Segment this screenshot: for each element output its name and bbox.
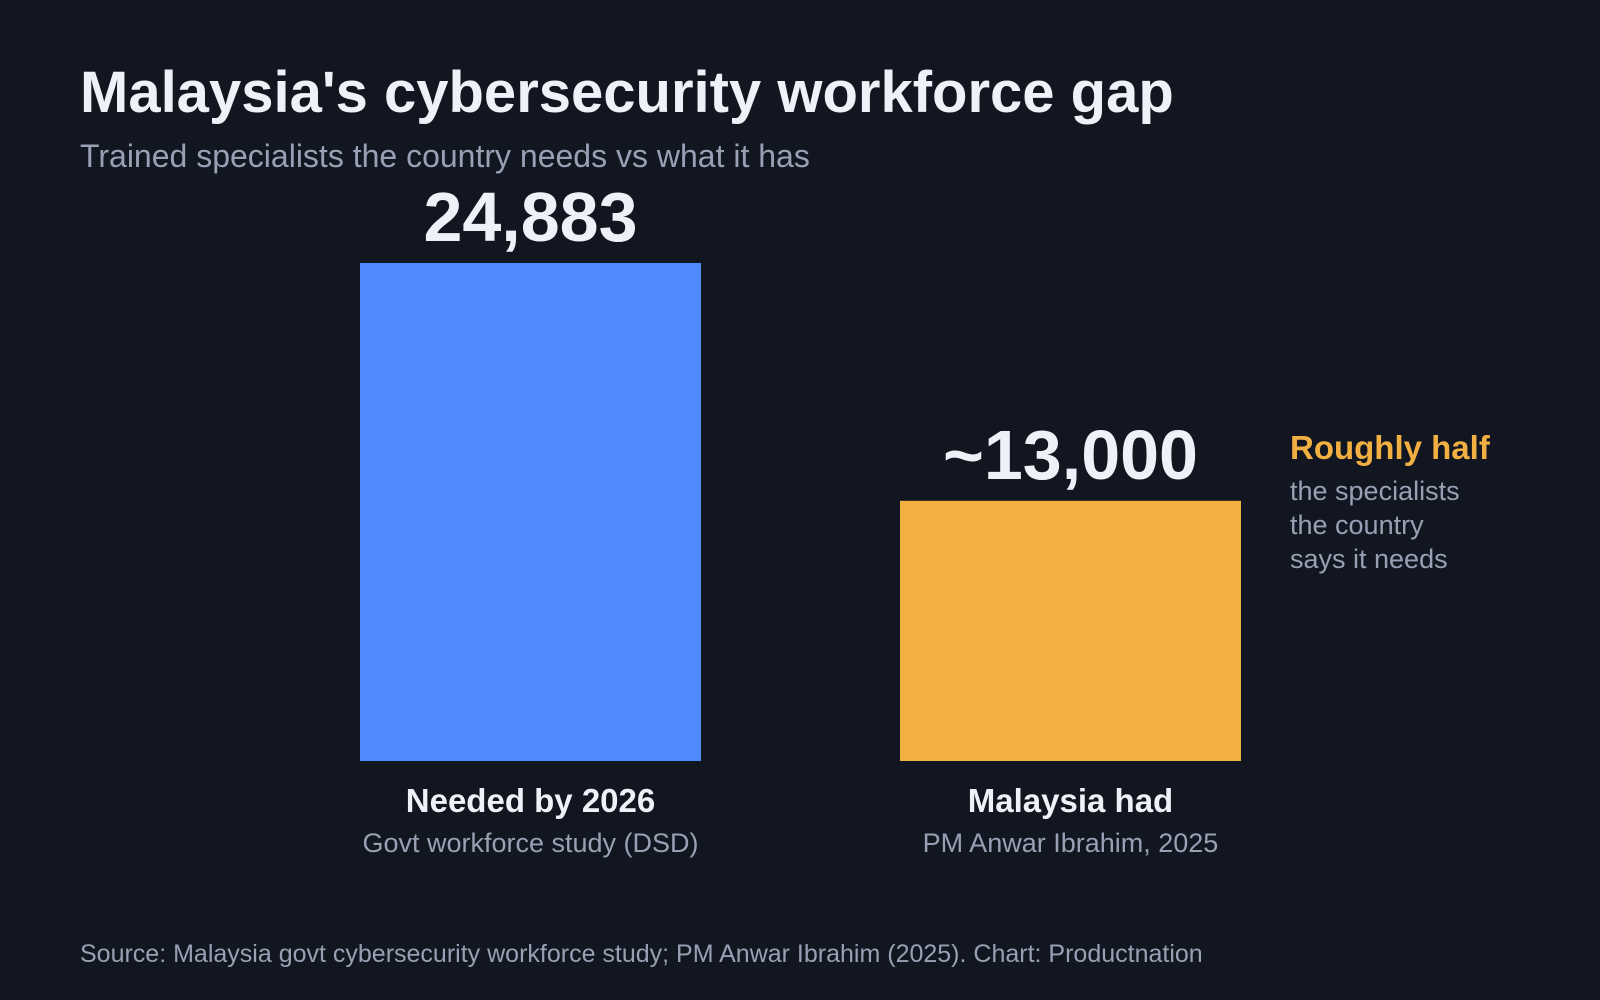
category-label: Malaysia had bbox=[968, 782, 1173, 819]
chart-subtitle: Trained specialists the country needs vs… bbox=[80, 138, 810, 174]
category-sublabel: Govt workforce study (DSD) bbox=[362, 828, 698, 858]
gap-annotation: Roughly half the specialists the country… bbox=[1290, 424, 1570, 576]
annotation-body: the specialists the country says it need… bbox=[1290, 476, 1460, 574]
chart-title: Malaysia's cybersecurity workforce gap bbox=[80, 60, 1174, 125]
bar-value-label: 24,883 bbox=[423, 178, 637, 256]
bar-value-label: ~13,000 bbox=[943, 416, 1198, 494]
annotation-headline: Roughly half bbox=[1290, 429, 1490, 466]
category-label: Needed by 2026 bbox=[406, 782, 655, 819]
bar-had bbox=[900, 500, 1241, 761]
source-note: Source: Malaysia govt cybersecurity work… bbox=[80, 940, 1203, 968]
bar-needed bbox=[360, 263, 701, 761]
category-sublabel: PM Anwar Ibrahim, 2025 bbox=[923, 828, 1219, 858]
